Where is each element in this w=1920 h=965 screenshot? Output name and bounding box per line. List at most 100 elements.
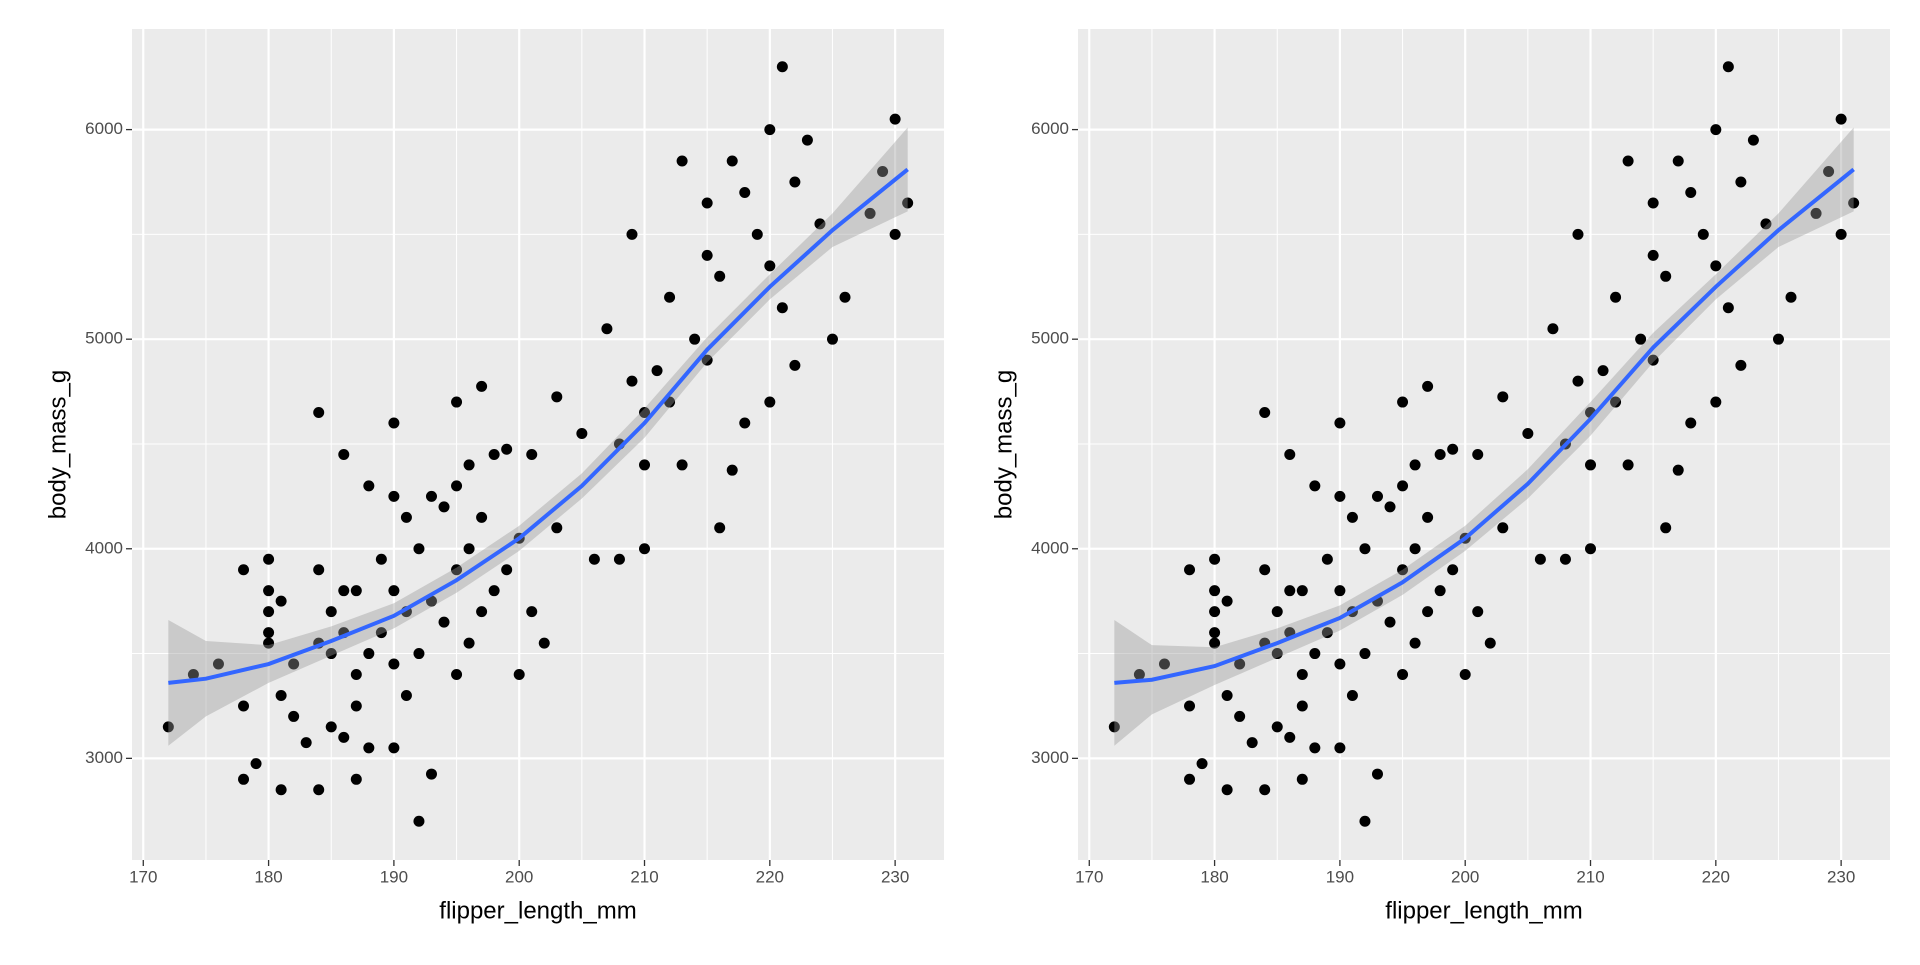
x-tick-label: 220 [1702,867,1730,886]
x-tick-label: 200 [505,867,533,886]
point [1334,658,1346,670]
point [350,773,362,785]
point [513,669,525,681]
point [350,585,362,597]
x-tick-label: 200 [1451,867,1479,886]
point [1284,731,1296,743]
point [1810,207,1822,219]
point [538,637,550,649]
x-tick-label: 230 [881,867,909,886]
point [1184,773,1196,785]
point [526,448,538,460]
point [375,627,387,639]
point [288,658,300,670]
point [1284,585,1296,597]
point [639,543,651,555]
point [1321,553,1333,565]
point [526,606,538,618]
point [1710,260,1722,272]
confidence-band [1114,127,1854,746]
point [1848,197,1860,209]
point [676,459,688,471]
point [187,669,199,681]
point [1447,443,1459,455]
point [325,648,337,660]
point [613,553,625,565]
point [388,658,400,670]
point [1722,61,1734,73]
point [388,585,400,597]
point [1296,773,1308,785]
point [488,585,500,597]
point [1647,249,1659,261]
x-tick-label: 210 [1576,867,1604,886]
point [639,459,651,471]
point [1434,448,1446,460]
point [325,606,337,618]
point [501,564,513,576]
point [1234,710,1246,722]
point [776,302,788,314]
point [1422,380,1434,392]
point [1359,815,1371,827]
y-tick-label: 3000 [85,748,123,767]
point [438,616,450,628]
x-tick-label: 190 [1326,867,1354,886]
point [263,585,275,597]
point [1296,669,1308,681]
point [325,721,337,733]
point [739,186,751,198]
point [1559,553,1571,565]
point [1459,669,1471,681]
point [1835,228,1847,240]
y-axis-title: body_mass_g [990,370,1017,519]
point [212,658,224,670]
point [626,375,638,387]
point [551,391,563,403]
x-axis-title: flipper_length_mm [439,897,636,924]
point [238,700,250,712]
point [476,380,488,392]
point [1660,522,1672,534]
point [1472,448,1484,460]
point [601,323,613,335]
panel-background [1078,29,1890,860]
point [263,606,275,618]
point [1685,417,1697,429]
smooth-line [168,167,909,685]
point [476,511,488,523]
point [1823,166,1835,178]
point [764,124,776,136]
point [363,742,375,754]
y-axis-title: body_mass_g [44,370,71,519]
point [1735,176,1747,188]
point [1209,585,1221,597]
point [726,155,738,167]
point [1359,543,1371,555]
point [1271,648,1283,660]
point [1309,648,1321,660]
point [1610,396,1622,408]
point [400,689,412,701]
point [576,427,588,439]
point [1346,511,1358,523]
point [1585,459,1597,471]
point [1572,228,1584,240]
point [1309,742,1321,754]
point [275,784,287,796]
point [1534,553,1546,565]
point [250,758,262,770]
point [375,553,387,565]
point [1259,784,1271,796]
point [1422,511,1434,523]
point [1397,564,1409,576]
smooth-line [1114,167,1855,685]
point [864,207,876,219]
point [1209,637,1221,649]
x-tick-label: 220 [756,867,784,886]
point [1672,155,1684,167]
point [1384,501,1396,513]
point [1259,407,1271,419]
point [701,249,713,261]
